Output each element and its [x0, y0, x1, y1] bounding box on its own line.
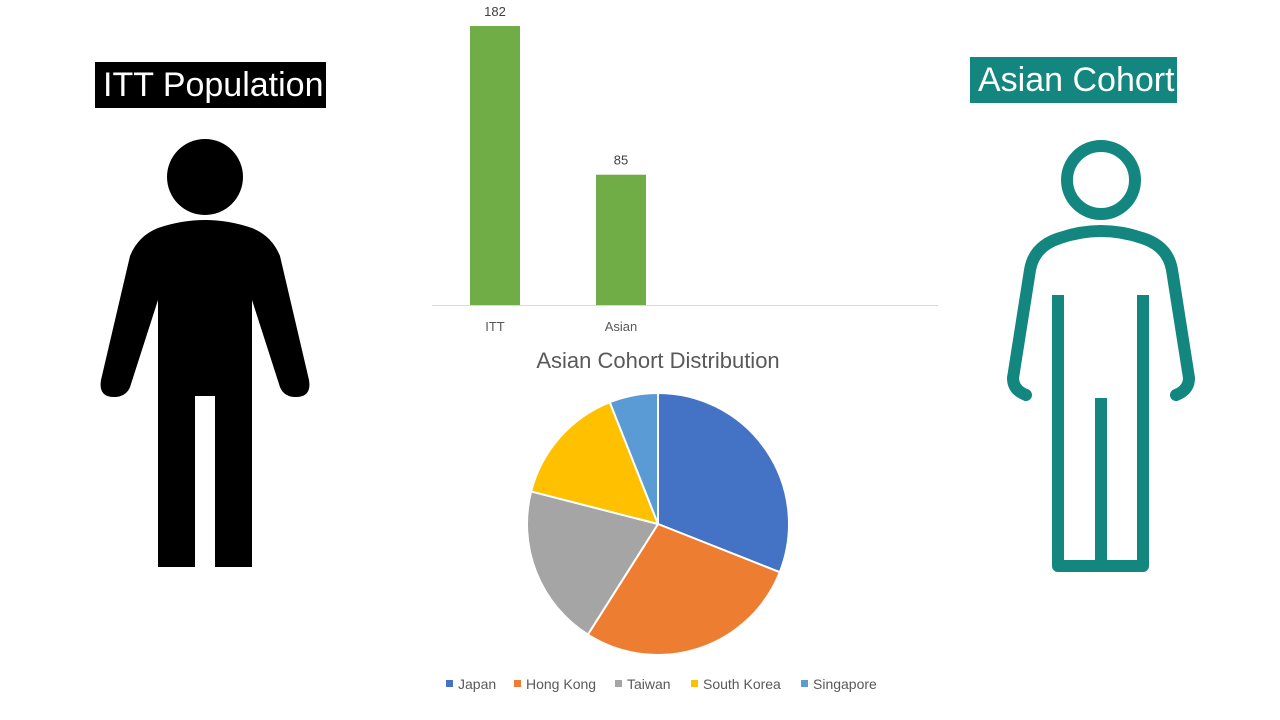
legend-label-hong-kong: Hong Kong	[526, 676, 596, 692]
bar-value-label-itt: 182	[484, 4, 506, 19]
pie-slice-south-korea	[529, 400, 660, 526]
asian-cohort-pie-chart	[526, 391, 790, 656]
population-bar-chart: 182 ITT 85 Asian	[432, 4, 938, 334]
legend-label-taiwan: Taiwan	[627, 676, 671, 692]
legend-swatch-singapore	[801, 680, 808, 687]
pie-slice-japan	[657, 391, 790, 574]
bar-value-label-asian: 85	[614, 153, 628, 168]
legend-label-singapore: Singapore	[813, 676, 877, 692]
bar-asian	[596, 174, 646, 305]
pie-chart-title: Asian Cohort Distribution	[536, 348, 779, 373]
legend-swatch-south-korea	[691, 680, 698, 687]
itt-population-label: ITT Population	[95, 62, 326, 108]
pie-slice-taiwan	[526, 490, 660, 636]
bar-itt	[470, 26, 520, 305]
pie-slice-singapore	[608, 391, 659, 525]
asian-cohort-label: Asian Cohort	[970, 57, 1177, 103]
person-outline-icon	[1007, 140, 1195, 572]
legend-swatch-taiwan	[615, 680, 622, 687]
bar-tick-label-itt: ITT	[485, 319, 505, 334]
pie-legend: Japan Hong Kong Taiwan South Korea Singapore	[446, 676, 877, 692]
legend-label-south-korea: South Korea	[703, 676, 781, 692]
legend-swatch-hong-kong	[514, 680, 521, 687]
legend-label-japan: Japan	[458, 676, 496, 692]
legend-swatch-japan	[446, 680, 453, 687]
pie-slice-hong-kong	[586, 522, 782, 656]
bar-tick-label-asian: Asian	[605, 319, 638, 334]
person-solid-icon	[100, 139, 310, 567]
